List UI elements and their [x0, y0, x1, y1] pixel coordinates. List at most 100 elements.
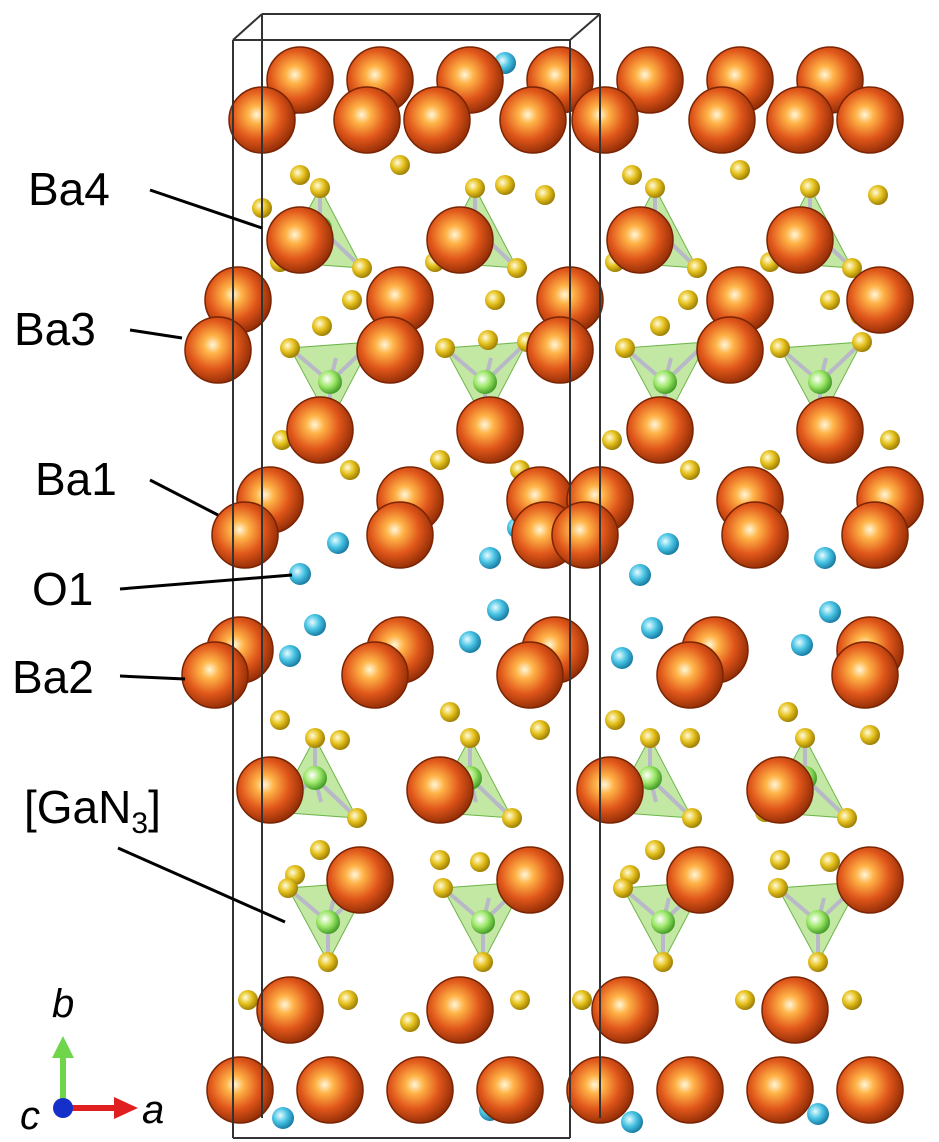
- ba-atom: [626, 396, 694, 464]
- n-atom: [440, 702, 460, 722]
- o-atom: [791, 634, 813, 656]
- n-atom: [615, 338, 635, 358]
- ba-atom: [406, 756, 474, 824]
- n-atom: [278, 878, 298, 898]
- unit-cell-edge: [569, 13, 601, 41]
- ba-atom: [266, 206, 334, 274]
- axis-c-dot: [53, 1098, 73, 1118]
- n-atom: [305, 728, 325, 748]
- n-atom: [682, 808, 702, 828]
- ba-atom: [181, 641, 249, 709]
- n-atom: [572, 990, 592, 1010]
- ba-atom: [576, 756, 644, 824]
- axis-b-label: b: [52, 982, 75, 1026]
- o-atom: [272, 1107, 294, 1129]
- n-atom: [238, 990, 258, 1010]
- n-atom: [470, 852, 490, 872]
- leader-o1: [119, 573, 293, 591]
- n-atom: [650, 316, 670, 336]
- n-atom: [478, 330, 498, 350]
- ga-atom: [473, 370, 497, 394]
- ba-atom: [696, 316, 764, 384]
- n-atom: [290, 165, 310, 185]
- ba-atom: [496, 641, 564, 709]
- ba-atom: [386, 1056, 454, 1124]
- ga-atom: [806, 910, 830, 934]
- ba-atom: [403, 86, 471, 154]
- n-atom: [640, 728, 660, 748]
- n-atom: [352, 258, 372, 278]
- ga-atom: [808, 370, 832, 394]
- unit-cell-outline: [232, 13, 601, 1139]
- axis-a-label: a: [142, 1088, 165, 1132]
- n-atom: [837, 808, 857, 828]
- ba-atom: [326, 846, 394, 914]
- ba-atom: [256, 976, 324, 1044]
- axis-b-arrowhead: [52, 1036, 74, 1058]
- ba-atom: [456, 396, 524, 464]
- n-atom: [430, 450, 450, 470]
- ga-atom: [651, 910, 675, 934]
- ba-atom: [846, 266, 914, 334]
- n-atom: [770, 850, 790, 870]
- n-atom: [318, 952, 338, 972]
- n-atom: [347, 808, 367, 828]
- axis-indicator: [52, 1036, 138, 1119]
- n-atom: [778, 702, 798, 722]
- n-atom: [770, 338, 790, 358]
- n-atom: [435, 338, 455, 358]
- ba-atom: [746, 1056, 814, 1124]
- ba-atom: [766, 86, 834, 154]
- n-atom: [312, 316, 332, 336]
- n-atom: [622, 165, 642, 185]
- n-atom: [465, 178, 485, 198]
- o-atom: [641, 617, 663, 639]
- n-atom: [687, 258, 707, 278]
- n-atom: [860, 725, 880, 745]
- ba-atom: [356, 316, 424, 384]
- n-atom: [433, 878, 453, 898]
- o-atom: [459, 631, 481, 653]
- n-atom: [310, 840, 330, 860]
- ba-atom: [721, 501, 789, 569]
- n-atom: [730, 160, 750, 180]
- o-atom: [657, 533, 679, 555]
- n-atom: [460, 728, 480, 748]
- n-atom: [760, 450, 780, 470]
- n-atom: [473, 952, 493, 972]
- ga-atom: [638, 766, 662, 790]
- ba-atom: [666, 846, 734, 914]
- axis-a-arrowhead: [114, 1097, 138, 1119]
- ga-atom: [318, 370, 342, 394]
- o-atom: [327, 532, 349, 554]
- n-atom: [330, 730, 350, 750]
- n-atom: [430, 850, 450, 870]
- label-ganx-main: [GaN: [24, 781, 132, 833]
- label-leaders: [117, 188, 293, 924]
- ba-atom: [606, 206, 674, 274]
- atoms: [181, 46, 924, 1133]
- ba-atom: [499, 86, 567, 154]
- ba-atom: [616, 46, 684, 114]
- ba-atom: [656, 1056, 724, 1124]
- leader-ba4: [149, 188, 263, 230]
- o-atom: [819, 601, 841, 623]
- ba-atom: [551, 501, 619, 569]
- ba-atom: [796, 396, 864, 464]
- leader-ba3: [129, 328, 183, 340]
- o-atom: [621, 1111, 643, 1133]
- n-atom: [645, 840, 665, 860]
- n-atom: [340, 460, 360, 480]
- n-atom: [507, 258, 527, 278]
- n-atom: [880, 430, 900, 450]
- o-atom: [487, 599, 509, 621]
- leader-ba2: [119, 674, 186, 681]
- label-ganx: [GaN3]: [24, 781, 161, 839]
- ga-atom: [303, 766, 327, 790]
- leader-ba1: [149, 478, 219, 517]
- n-atom: [842, 258, 862, 278]
- ba-atom: [496, 846, 564, 914]
- ba-atom: [761, 976, 829, 1044]
- ba-atom: [688, 86, 756, 154]
- n-atom: [808, 952, 828, 972]
